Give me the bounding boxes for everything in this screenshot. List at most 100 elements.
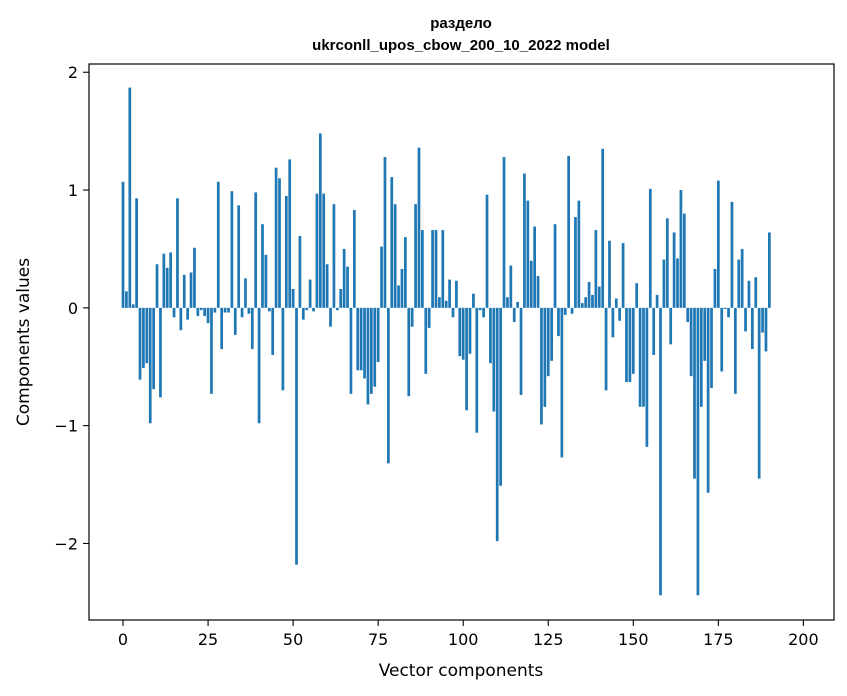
bar-component-177 [723,307,727,310]
bar-component-26 [210,307,213,394]
bar-component-13 [165,267,169,308]
bar-component-179 [730,201,734,308]
x-tick-label: 50 [283,630,303,649]
bar-component-77 [383,157,387,308]
bar-component-105 [478,307,482,311]
bar-component-71 [363,307,366,379]
bar-component-135 [580,303,584,308]
chart-title-line-2: ukrconll_upos_cbow_200_10_2022 model [312,37,610,54]
bar-component-85 [410,307,414,327]
bar-component-61 [329,307,332,327]
bar-component-130 [563,307,567,315]
bar-component-18 [182,274,186,308]
bar-component-48 [284,195,288,308]
bar-component-188 [761,307,764,333]
bar-component-101 [465,307,468,411]
bar-component-155 [648,188,652,308]
bar-component-187 [757,307,761,479]
bar-component-60 [325,264,329,308]
bar-component-115 [512,307,516,322]
bar-component-55 [308,279,312,308]
bar-component-104 [475,307,479,433]
bar-component-138 [591,294,594,308]
bar-component-184 [747,280,751,308]
bar-component-157 [655,294,659,308]
bar-component-142 [604,307,608,391]
bar-component-10 [155,264,159,308]
bar-component-148 [625,307,628,383]
bar-component-62 [332,204,336,308]
bar-component-189 [764,307,768,352]
y-tick-label: 1 [68,181,78,200]
x-tick-label: 0 [118,630,128,649]
bar-component-19 [186,307,190,320]
x-axis-ticks: 0 25 50 75 100 125 150 175 200 [118,620,819,649]
bar-series [121,87,771,596]
bar-component-160 [665,218,669,308]
bar-component-12 [162,253,166,308]
bar-component-102 [468,307,472,354]
bar-component-44 [271,307,275,355]
bar-component-8 [148,307,152,424]
bar-component-129 [560,307,564,458]
bar-component-37 [247,307,251,314]
bar-component-131 [567,155,571,308]
bar-component-100 [461,307,465,360]
bar-component-3 [131,304,135,308]
plot-frame [88,63,835,621]
bar-component-58 [318,133,322,308]
chart-title-line-1: раздело [430,15,492,32]
bar-component-22 [196,307,200,317]
bar-component-159 [662,259,666,308]
bar-component-151 [635,283,639,308]
bar-component-140 [597,286,601,308]
bar-component-99 [458,307,462,357]
bar-component-6 [142,307,145,368]
bar-component-0 [121,181,125,308]
y-tick-label: −2 [54,534,78,553]
bar-component-46 [278,178,281,308]
bar-component-112 [502,157,506,308]
bar-component-65 [342,248,346,308]
bar-component-50 [291,288,295,308]
bar-component-69 [356,307,360,371]
bar-component-43 [267,307,271,312]
bar-component-149 [628,307,632,383]
bar-component-78 [387,307,390,464]
bar-component-119 [526,200,530,308]
bar-component-75 [376,307,380,363]
bar-component-86 [414,204,417,308]
bar-component-141 [601,148,605,308]
bar-component-169 [696,307,700,596]
bar-component-76 [380,246,383,308]
x-axis-label: Vector components [379,661,544,681]
bar-component-175 [716,180,720,308]
bar-component-20 [189,272,193,308]
bar-component-87 [417,147,421,308]
bar-component-133 [574,217,577,308]
bar-component-63 [335,307,339,311]
bar-component-158 [659,307,662,596]
bar-component-93 [438,297,441,308]
bar-component-5 [138,307,142,380]
x-tick-label: 200 [788,630,819,649]
bar-component-167 [689,307,693,377]
bar-component-59 [322,193,326,308]
y-axis-label: Components values [14,258,34,426]
bar-component-38 [250,307,254,350]
bar-component-163 [676,258,679,308]
bar-component-4 [135,198,138,308]
bar-component-116 [516,301,519,308]
bar-component-124 [543,307,547,407]
bar-component-166 [686,307,690,322]
bar-component-30 [223,307,227,313]
x-tick-label: 125 [533,630,564,649]
bar-component-186 [754,277,758,308]
bar-component-52 [298,235,302,308]
bar-component-97 [451,307,455,318]
bar-component-122 [536,276,540,308]
bar-component-176 [720,307,724,372]
bar-component-84 [407,307,411,397]
bar-component-34 [237,205,241,308]
